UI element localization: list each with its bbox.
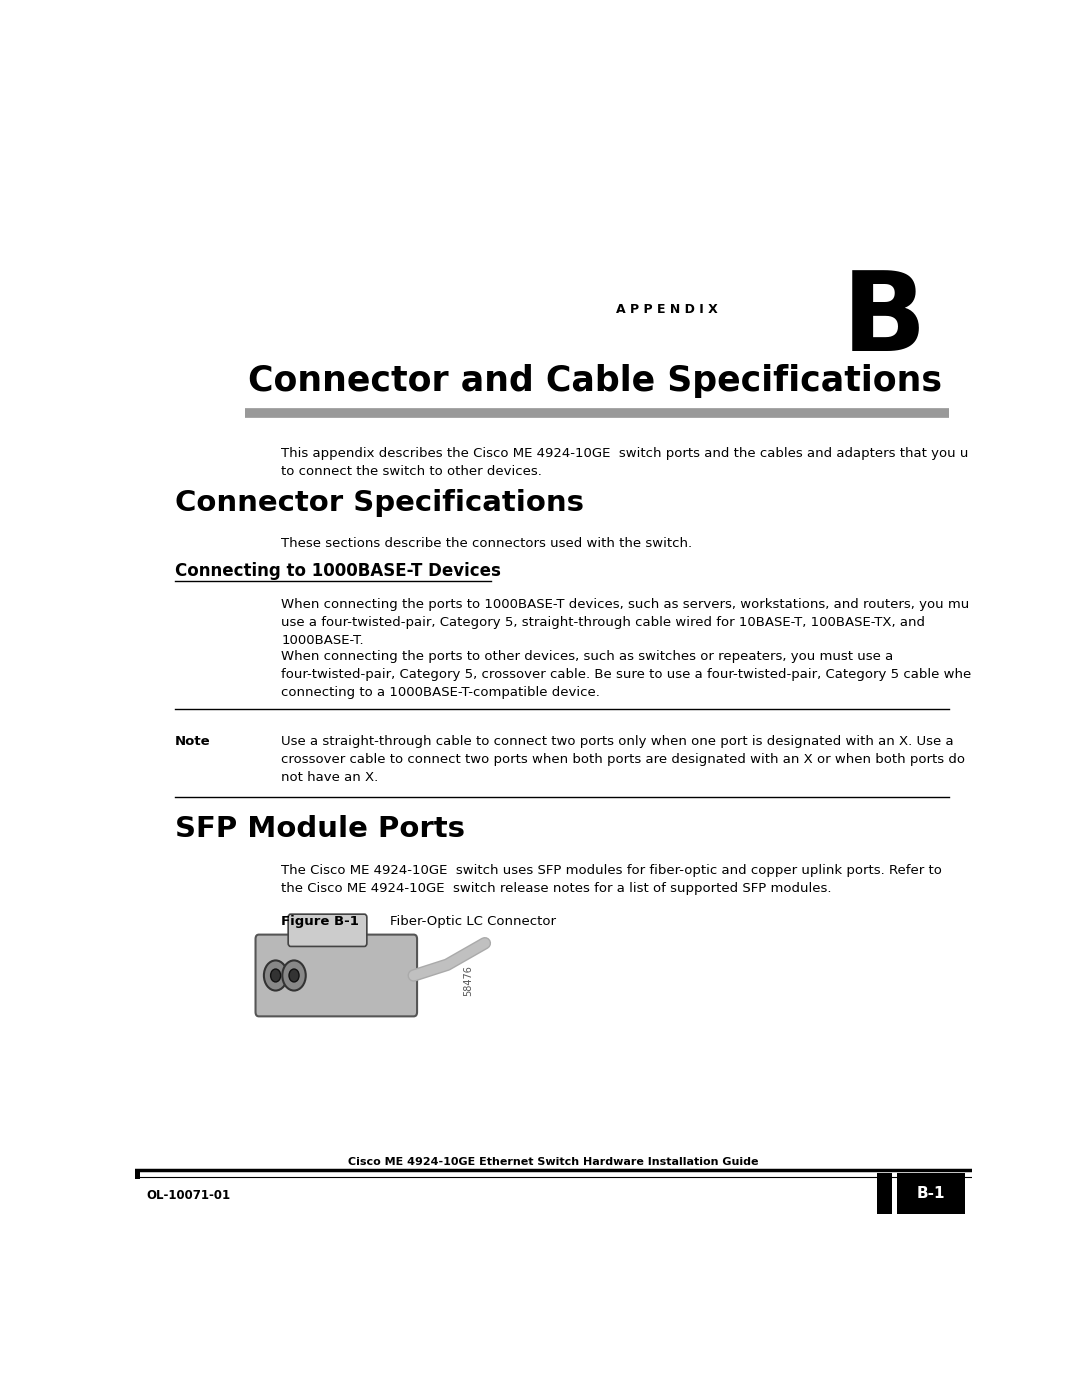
Text: When connecting the ports to other devices, such as switches or repeaters, you m: When connecting the ports to other devic… bbox=[282, 650, 972, 698]
Text: Cisco ME 4924-10GE Ethernet Switch Hardware Installation Guide: Cisco ME 4924-10GE Ethernet Switch Hardw… bbox=[348, 1157, 759, 1166]
Circle shape bbox=[282, 960, 306, 990]
FancyBboxPatch shape bbox=[288, 914, 367, 946]
Text: Connecting to 1000BASE-T Devices: Connecting to 1000BASE-T Devices bbox=[175, 562, 501, 580]
FancyBboxPatch shape bbox=[256, 935, 417, 1017]
Text: Figure B-1: Figure B-1 bbox=[282, 915, 360, 928]
Circle shape bbox=[271, 970, 281, 982]
Text: Connector Specifications: Connector Specifications bbox=[175, 489, 584, 517]
Text: Note: Note bbox=[175, 735, 211, 747]
Text: These sections describe the connectors used with the switch.: These sections describe the connectors u… bbox=[282, 536, 692, 549]
Text: 58476: 58476 bbox=[463, 965, 473, 996]
Bar bbox=[877, 1173, 892, 1214]
Circle shape bbox=[264, 960, 287, 990]
Text: When connecting the ports to 1000BASE-T devices, such as servers, workstations, : When connecting the ports to 1000BASE-T … bbox=[282, 598, 970, 647]
Text: A P P E N D I X: A P P E N D I X bbox=[616, 303, 717, 316]
Circle shape bbox=[289, 970, 299, 982]
Text: B-1: B-1 bbox=[917, 1186, 945, 1201]
Bar bbox=[896, 1173, 966, 1214]
Text: Connector and Cable Specifications: Connector and Cable Specifications bbox=[248, 363, 942, 398]
Text: Use a straight-through cable to connect two ports only when one port is designat: Use a straight-through cable to connect … bbox=[282, 735, 966, 784]
Text: The Cisco ME 4924-10GE  switch uses SFP modules for fiber-optic and copper uplin: The Cisco ME 4924-10GE switch uses SFP m… bbox=[282, 863, 943, 894]
Text: SFP Module Ports: SFP Module Ports bbox=[175, 816, 465, 844]
Text: This appendix describes the Cisco ME 4924-10GE  switch ports and the cables and : This appendix describes the Cisco ME 492… bbox=[282, 447, 969, 478]
Text: OL-10071-01: OL-10071-01 bbox=[146, 1189, 230, 1203]
Text: Fiber-Optic LC Connector: Fiber-Optic LC Connector bbox=[390, 915, 556, 928]
Bar bbox=[135, 1171, 140, 1179]
Text: B: B bbox=[841, 267, 927, 374]
